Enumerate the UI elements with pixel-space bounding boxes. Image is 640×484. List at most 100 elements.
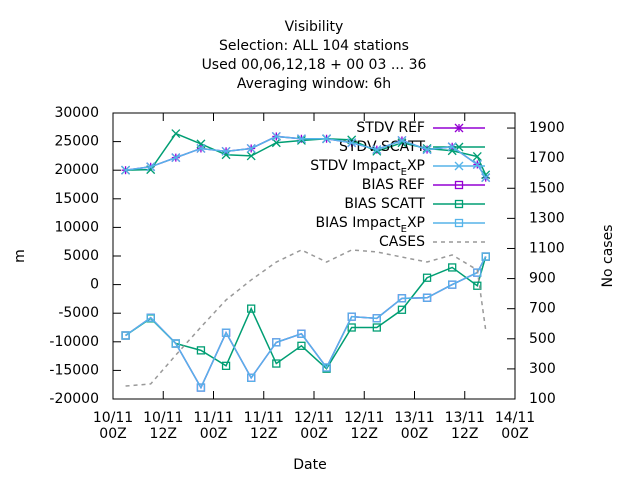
y2-tick-label: 900	[529, 271, 556, 287]
point	[271, 131, 281, 141]
point	[472, 160, 482, 169]
point	[247, 373, 256, 382]
point	[297, 341, 306, 350]
y-tick-label: 25000	[54, 134, 99, 150]
x-tick-label: 13/11 00Z	[394, 410, 434, 442]
y-tick-label: 5000	[63, 248, 99, 264]
y-tick-label: -15000	[49, 362, 99, 378]
point	[247, 304, 256, 313]
y-axis-label: m	[12, 249, 28, 263]
point	[322, 134, 332, 144]
y2-tick-label: 1300	[529, 210, 565, 226]
y-tick-label: 0	[90, 277, 99, 293]
legend-marker	[454, 218, 464, 228]
point	[221, 146, 231, 156]
x-tick-label: 11/11 00Z	[193, 410, 233, 442]
y2-tick-label: 1100	[529, 240, 565, 256]
point	[422, 144, 432, 153]
point	[271, 138, 281, 148]
x-tick-label: 11/11 12Z	[244, 410, 284, 442]
point	[272, 338, 281, 347]
point	[121, 165, 131, 175]
y2-tick-label: 1900	[529, 120, 565, 136]
y2-tick-label: 1700	[529, 150, 565, 166]
series-line	[125, 132, 487, 176]
point	[481, 252, 490, 261]
series-line	[125, 256, 487, 370]
point	[347, 323, 356, 332]
point	[322, 363, 331, 372]
chart-title: Averaging window: 6h	[237, 76, 391, 92]
legend-label: BIAS ImpactEXP	[316, 215, 425, 235]
point	[196, 144, 206, 153]
point	[397, 138, 407, 148]
legend-label: BIAS SCATT	[344, 196, 425, 212]
y2-tick-label: 700	[529, 301, 556, 317]
legend-marker	[454, 161, 464, 171]
x-tick-label: 10/11 00Z	[93, 410, 133, 442]
y2-tick-label: 100	[529, 391, 556, 407]
point	[372, 323, 381, 332]
point	[481, 173, 491, 183]
point	[473, 281, 482, 290]
point	[422, 145, 432, 155]
x-tick-label: 14/11 00Z	[495, 410, 535, 442]
legend-label: BIAS REF	[362, 177, 425, 193]
y-tick-label: 30000	[54, 105, 99, 121]
point	[372, 314, 381, 323]
x-tick-label: 10/11 12Z	[143, 410, 183, 442]
point	[221, 328, 231, 337]
series-line	[125, 135, 487, 179]
chart-title: Selection: ALL 104 stations	[219, 38, 409, 54]
y-tick-label: 15000	[54, 191, 99, 207]
point	[246, 144, 256, 153]
point	[221, 150, 231, 160]
point	[221, 361, 231, 370]
point	[121, 331, 130, 340]
legend-marker	[454, 180, 464, 190]
y-tick-label: -5000	[58, 305, 99, 321]
legend-label: STDV REF	[356, 120, 425, 136]
point	[196, 346, 206, 355]
point	[246, 151, 256, 161]
y2-axis-label: No cases	[600, 225, 616, 288]
point	[272, 359, 281, 368]
legend-label: CASES	[379, 234, 425, 250]
point	[397, 305, 407, 314]
y2-tick-label: 300	[529, 361, 556, 377]
x-tick-label: 12/11 00Z	[294, 410, 334, 442]
point	[422, 273, 432, 282]
point	[171, 153, 181, 163]
point	[146, 313, 155, 322]
point	[447, 142, 457, 152]
point	[347, 312, 356, 321]
point	[397, 135, 407, 145]
legend-marker	[454, 123, 464, 133]
point	[473, 268, 482, 277]
point	[196, 383, 206, 392]
y-tick-label: 20000	[54, 162, 99, 178]
point	[171, 129, 181, 139]
point	[422, 293, 432, 302]
point	[296, 134, 306, 144]
y2-tick-label: 500	[529, 331, 556, 347]
legend-marker	[454, 199, 464, 209]
point	[146, 162, 156, 172]
y2-tick-label: 1500	[529, 180, 565, 196]
x-tick-label: 12/11 12Z	[344, 410, 384, 442]
point	[297, 329, 306, 338]
series-line	[125, 249, 487, 387]
chart-title: Used 00,06,12,18 + 00 03 ... 36	[202, 57, 427, 73]
y-tick-label: 10000	[54, 219, 99, 235]
point	[448, 263, 457, 272]
point	[472, 152, 482, 161]
x-axis-label: Date	[293, 457, 326, 473]
series-line	[125, 256, 487, 390]
y-tick-label: -20000	[49, 391, 99, 407]
point	[448, 280, 457, 289]
point	[397, 294, 407, 303]
y-tick-label: -10000	[49, 334, 99, 350]
point	[347, 138, 357, 148]
